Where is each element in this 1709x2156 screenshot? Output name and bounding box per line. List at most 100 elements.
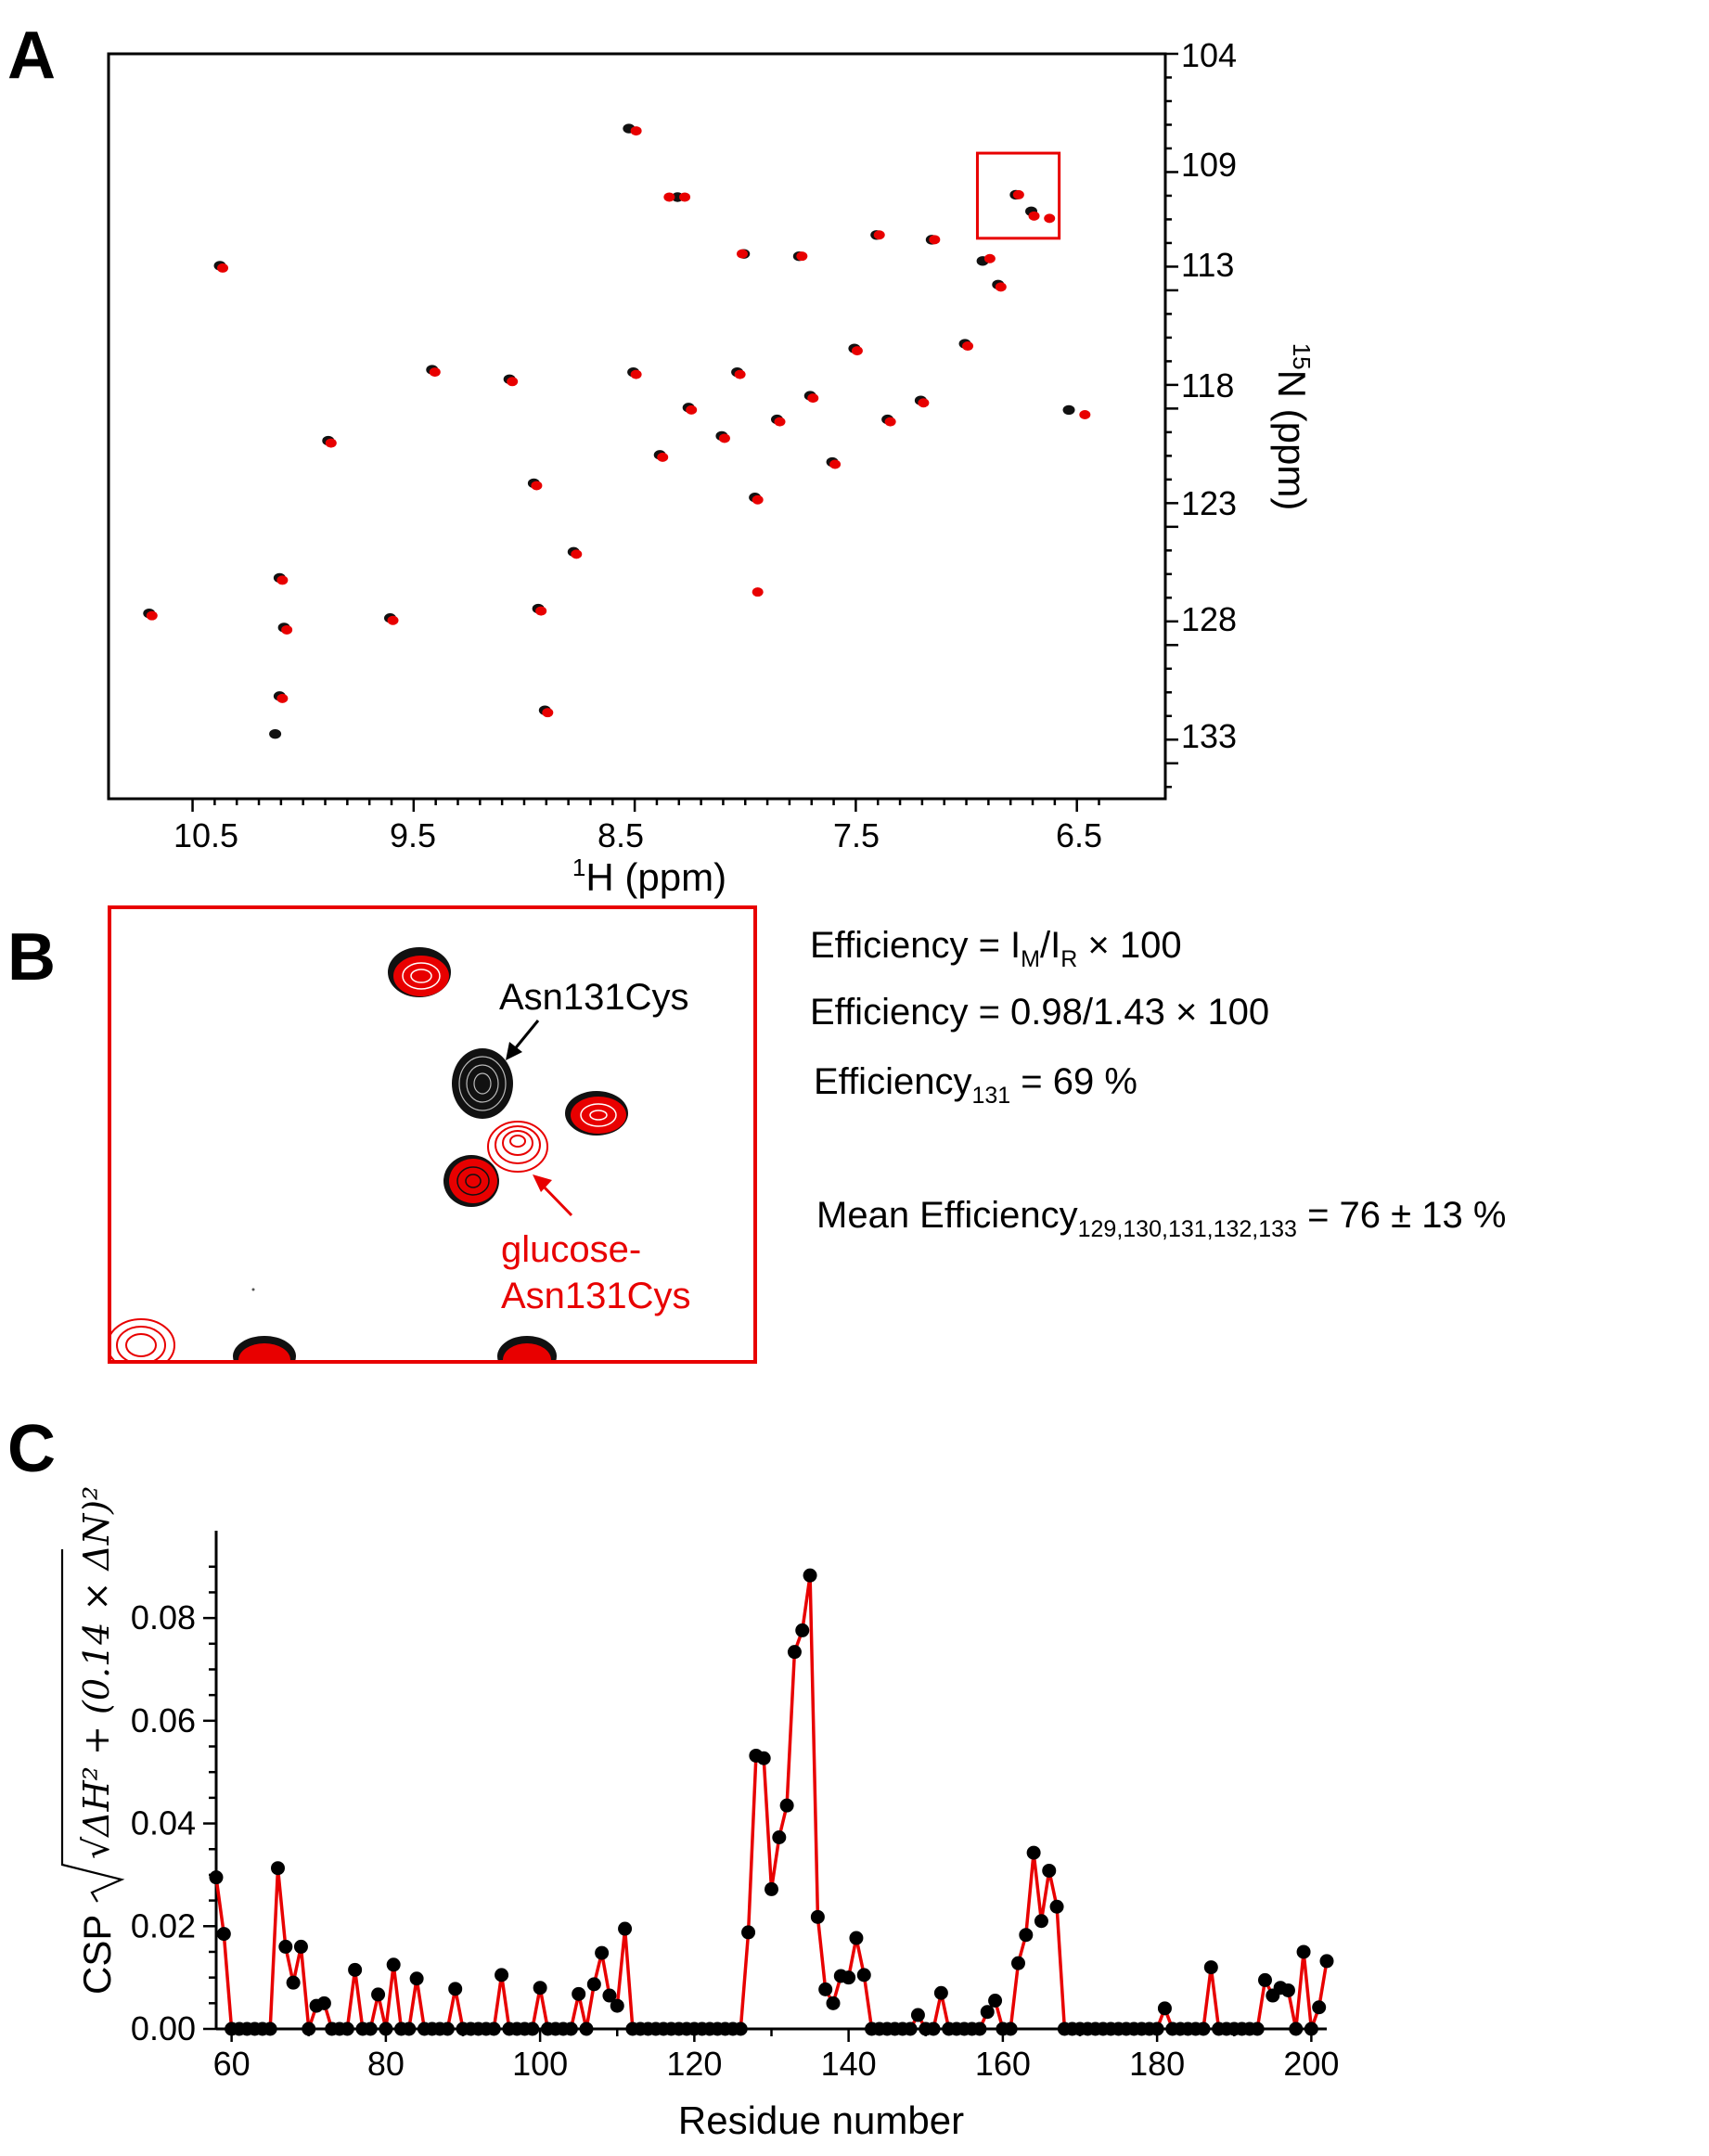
csp-point: [525, 2021, 540, 2036]
csp-point: [818, 1982, 833, 1996]
y-tick-label: 118: [1181, 366, 1234, 404]
peak-reference: [1062, 404, 1075, 416]
csp-point: [988, 1994, 1003, 2008]
peak-glucose-modified: [276, 693, 289, 703]
csp-point: [1019, 1928, 1034, 1943]
peak-glucose-modified: [535, 606, 547, 616]
arrow-asn131cys: [506, 1020, 540, 1060]
panel-a-frame: [107, 52, 1167, 801]
csp-point: [1319, 1954, 1334, 1969]
panel-a-x-axis-title: 1H (ppm): [572, 853, 726, 899]
panel-a-y-axis-title: 15N (ppm): [1270, 343, 1316, 511]
peak-glucose-modified: [429, 367, 441, 378]
x-tick-label: 160: [975, 2045, 1031, 2083]
csp-point: [340, 2021, 354, 2036]
csp-point: [756, 1751, 771, 1765]
peak-glucose-modified: [387, 615, 399, 625]
panel-c-points: [209, 1568, 1334, 2036]
peak-glucose-modified: [752, 587, 764, 597]
panel-a-inset-box: [975, 151, 1061, 240]
peak-glucose-modified: [217, 263, 229, 273]
arrow-glucose-asn131cys: [533, 1174, 573, 1217]
csp-point: [803, 1568, 817, 1583]
panel-a-peaks: [143, 123, 1091, 739]
peak-glucose-modified: [962, 341, 974, 352]
x-tick-label: 180: [1129, 2045, 1185, 2083]
panel-b-zoom: Asn131Cys glucose- Asn131Cys Efficiency …: [108, 905, 1506, 1364]
peak-glucose-modified: [542, 708, 554, 718]
x-tick-label: 8.5: [598, 816, 644, 854]
y-tick-label: 113: [1181, 246, 1234, 284]
csp-point: [926, 2021, 941, 2036]
csp-point: [293, 1939, 308, 1954]
csp-point: [486, 2021, 501, 2036]
y-tick-label: 0.04: [131, 1804, 196, 1842]
peak-glucose-modified: [657, 452, 669, 462]
peak-glucose-modified: [663, 192, 675, 202]
x-tick-label: 10.5: [173, 816, 238, 854]
csp-point: [772, 1830, 787, 1845]
csp-point: [842, 1970, 856, 1985]
panel-c-csp-chart: 60 80 100 120 140 160 180 200 0.000.020.040.060…: [60, 1486, 1339, 2142]
csp-point: [602, 1988, 617, 2003]
peak-glucose-modified: [531, 481, 543, 491]
csp-point: [440, 2021, 455, 2036]
x-tick-label: 100: [512, 2045, 568, 2083]
peak-glucose-modified: [829, 459, 842, 469]
label-glucose-line1: glucose-: [501, 1229, 641, 1270]
csp-point: [263, 2021, 277, 2036]
svg-text:CSP: CSP: [75, 1915, 119, 1995]
peak-glucose-modified: [1079, 409, 1091, 419]
csp-point: [595, 1945, 610, 1960]
peak-glucose-modified: [851, 346, 863, 356]
peak-glucose-modified: [281, 624, 293, 635]
contour-peak-glucose-asn131cys: [487, 1121, 548, 1173]
csp-point: [386, 1957, 401, 1972]
peak-glucose-modified: [929, 235, 941, 245]
csp-point: [1011, 1956, 1025, 1970]
peak-glucose-modified: [1012, 189, 1024, 199]
panel-b-frame: [108, 905, 757, 1364]
csp-point: [741, 1925, 756, 1940]
csp-point: [586, 1977, 601, 1992]
peak-glucose-modified: [276, 575, 289, 585]
panel-a-letter: A: [7, 19, 56, 93]
equation-efficiency-definition: Efficiency = IM/IR × 100: [810, 925, 1182, 972]
panel-a-x-tick-labels: 10.5 9.5 8.5 7.5 6.5: [173, 816, 1102, 854]
csp-point: [1258, 1972, 1272, 1987]
x-tick-label: 200: [1283, 2045, 1339, 2083]
peak-glucose-modified: [736, 249, 748, 259]
csp-point: [826, 1996, 841, 2010]
peak-glucose-modified: [571, 549, 583, 559]
panel-c-x-axis-title: Residue number: [678, 2098, 964, 2142]
panel-b-letter: B: [7, 920, 56, 995]
peak-glucose-modified: [507, 377, 519, 387]
label-asn131cys: Asn131Cys: [499, 977, 689, 1018]
csp-point: [1312, 2000, 1327, 2015]
peak-reference: [269, 728, 282, 739]
csp-point: [1042, 1863, 1057, 1878]
peak-glucose-modified: [630, 126, 642, 136]
y-tick-label: 128: [1181, 600, 1237, 638]
csp-point: [402, 2021, 417, 2036]
panel-c-y-tick-labels: 0.00 0.02 0.04 0.06 0.08: [131, 1598, 196, 2047]
contour-peak: [388, 947, 451, 997]
csp-point: [1034, 1914, 1048, 1929]
csp-point: [409, 1971, 424, 1986]
efficiency-equations: Efficiency = IM/IR × 100 Efficiency = 0.…: [810, 925, 1506, 1242]
csp-point: [1304, 2021, 1318, 2036]
csp-point: [795, 1623, 810, 1637]
panel-c-letter: C: [7, 1412, 56, 1486]
contour-peak: [443, 1155, 499, 1207]
peak-glucose-modified: [1044, 213, 1056, 224]
peak-glucose-modified: [774, 417, 786, 427]
csp-point: [1296, 1944, 1311, 1959]
panel-c-line: [214, 1573, 1329, 2031]
x-tick-label: 6.5: [1056, 816, 1102, 854]
y-tick-label: 0.02: [131, 1906, 196, 1944]
csp-point: [1150, 2021, 1164, 2036]
x-tick-label: 80: [367, 2045, 405, 2083]
y-tick-label: 104: [1181, 36, 1237, 74]
contour-peak-asn131cys: [452, 1048, 513, 1119]
